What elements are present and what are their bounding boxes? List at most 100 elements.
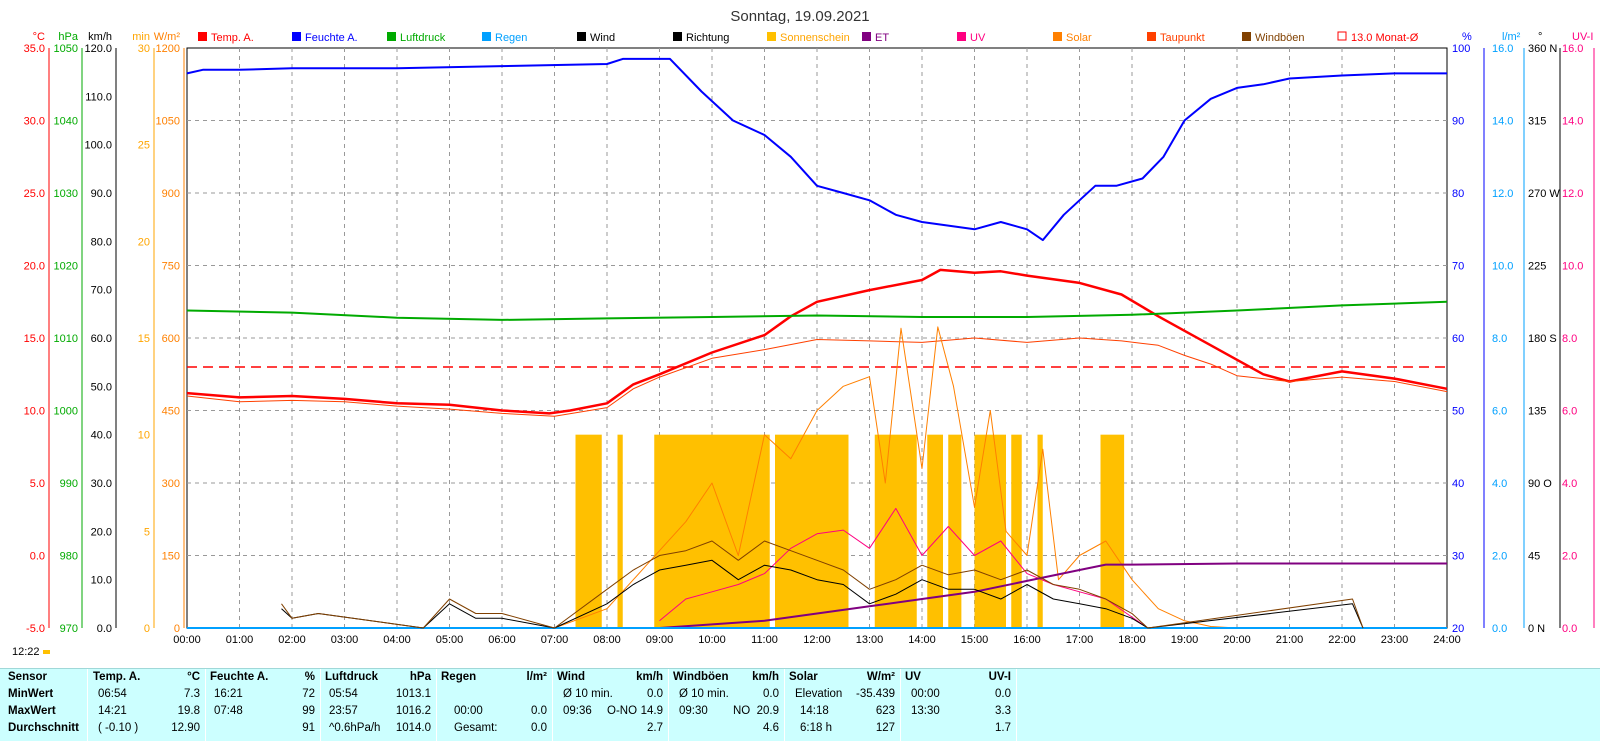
axis-tick-label-right: 20 [1452,623,1464,635]
x-tick-label: 22:00 [1328,634,1356,646]
axis-tick-label-right: 135 [1528,406,1546,418]
weather-chart: °C35.030.025.020.015.010.05.00.0-5.0hPa1… [24,8,1595,646]
axis-tick-label-left: 970 [60,623,78,635]
stats-separator [1016,669,1017,741]
axis-tick-label-right: 10.0 [1492,261,1513,273]
sunshine-bar [948,434,962,628]
stats-cell: 16:21 [214,688,243,700]
stats-cell: 13:30 [911,705,940,717]
legend-label: UV [970,32,986,44]
axis-tick-label-right: 14.0 [1492,116,1513,128]
stats-cell: 3.3 [995,705,1011,717]
legend-swatch [577,32,586,41]
stats-separator [784,669,785,741]
axis-tick-label-left: 1010 [54,333,78,345]
legend-swatch [767,32,776,41]
legend-label: Wind [590,32,615,44]
x-tick-label: 17:00 [1066,634,1094,646]
stats-cell: 09:36 [563,705,592,717]
stats-header-sensor: Sensor [8,671,47,683]
x-tick-label: 14:00 [908,634,936,646]
stats-header-wind: Wind [557,671,585,683]
x-tick-label: 23:00 [1381,634,1409,646]
series-line-uv [659,507,1149,629]
axis-tick-label-right: 16.0 [1492,43,1513,55]
axis-tick-label-right: 6.0 [1562,406,1577,418]
axis-tick-label-right: 14.0 [1562,116,1583,128]
stats-cell: Ø 10 min. [563,688,613,700]
stats-cell: 0.0 [531,705,547,717]
sunshine-bar [974,434,1006,628]
stats-cell: Gesamt: [454,722,498,734]
stats-cell: 0.0 [995,688,1011,700]
stats-cell: 2.7 [647,722,663,734]
x-tick-label: 00:00 [173,634,201,646]
axis-tick-label-right: 30 [1452,551,1464,563]
axis-tick-label-left: 5 [144,526,150,538]
axis-tick-label-left: 0.0 [97,623,112,635]
stats-row-label: Durchschnitt [8,722,79,734]
axis-tick-label-right: 12.0 [1492,188,1513,200]
stats-cell: 7.3 [184,688,200,700]
stats-cell: 14:18 [800,705,829,717]
x-tick-label: 18:00 [1118,634,1146,646]
x-tick-label: 05:00 [436,634,464,646]
axis-tick-label-left: 600 [162,333,180,345]
stats-header-rain-unit: l/m² [526,671,547,683]
stats-separator [205,669,206,741]
axis-tick-label-left: 1050 [156,116,180,128]
legend-swatch [292,32,301,41]
legend-label: Windböen [1255,32,1305,44]
axis-tick-label-left: 15.0 [24,333,45,345]
x-tick-label: 11:00 [751,634,778,646]
axis-tick-label-right: 0.0 [1492,623,1507,635]
axis-tick-label-left: 25 [138,140,150,152]
stats-cell: Elevation [795,688,843,700]
stats-header-press-unit: hPa [409,671,431,683]
axis-unit-right: % [1462,31,1472,43]
axis-tick-label-left: 450 [162,406,180,418]
axis-unit-left: min [132,31,150,43]
sunshine-bar [654,434,770,628]
axis-tick-label-left: 980 [60,551,78,563]
stats-row-label: MinWert [8,688,54,700]
axis-tick-label-left: 70.0 [91,285,112,297]
axis-tick-label-left: 10.0 [91,575,112,587]
axis-tick-label-left: 30.0 [91,478,112,490]
time-label: 12:22 [12,646,50,658]
axis-unit-left: W/m² [154,31,181,43]
axis-tick-label-left: 20.0 [91,526,112,538]
stats-cell: 4.6 [763,722,779,734]
axis-tick-label-right: 360 N [1528,43,1557,55]
axis-tick-label-left: 1040 [54,116,78,128]
stats-cell: 91 [302,722,315,734]
x-tick-label: 01:00 [226,634,254,646]
axis-tick-label-left: 1050 [54,43,78,55]
x-tick-label: 13:00 [856,634,884,646]
stats-header-press: Luftdruck [325,671,379,683]
legend-label: 13.0 Monat-Ø [1351,32,1419,44]
x-tick-label: 07:00 [541,634,569,646]
x-tick-label: 21:00 [1276,634,1304,646]
legend-swatch [862,32,871,41]
axis-tick-label-left: 5.0 [30,478,45,490]
legend-swatch [673,32,682,41]
axis-tick-label-left: 80.0 [91,236,112,248]
axis-tick-label-left: 50.0 [91,381,112,393]
legend-label: Temp. A. [211,32,254,44]
legend-label: Solar [1066,32,1092,44]
legend-label: Richtung [686,32,729,44]
stats-cell: 09:30 [679,705,708,717]
x-tick-label: 04:00 [383,634,411,646]
axis-tick-label-right: 0.0 [1562,623,1577,635]
stats-cell: 6:18 h [800,722,832,734]
stats-cell: 00:00 [454,705,483,717]
axis-tick-label-right: 40 [1452,478,1464,490]
axis-tick-label-right: 180 S [1528,333,1557,345]
axis-tick-label-right: 70 [1452,261,1464,273]
axis-tick-label-left: 25.0 [24,188,45,200]
x-tick-label: 06:00 [488,634,516,646]
series-line-windb-en [281,540,1364,629]
x-tick-label: 16:00 [1013,634,1041,646]
axis-tick-label-left: 10.0 [24,406,45,418]
